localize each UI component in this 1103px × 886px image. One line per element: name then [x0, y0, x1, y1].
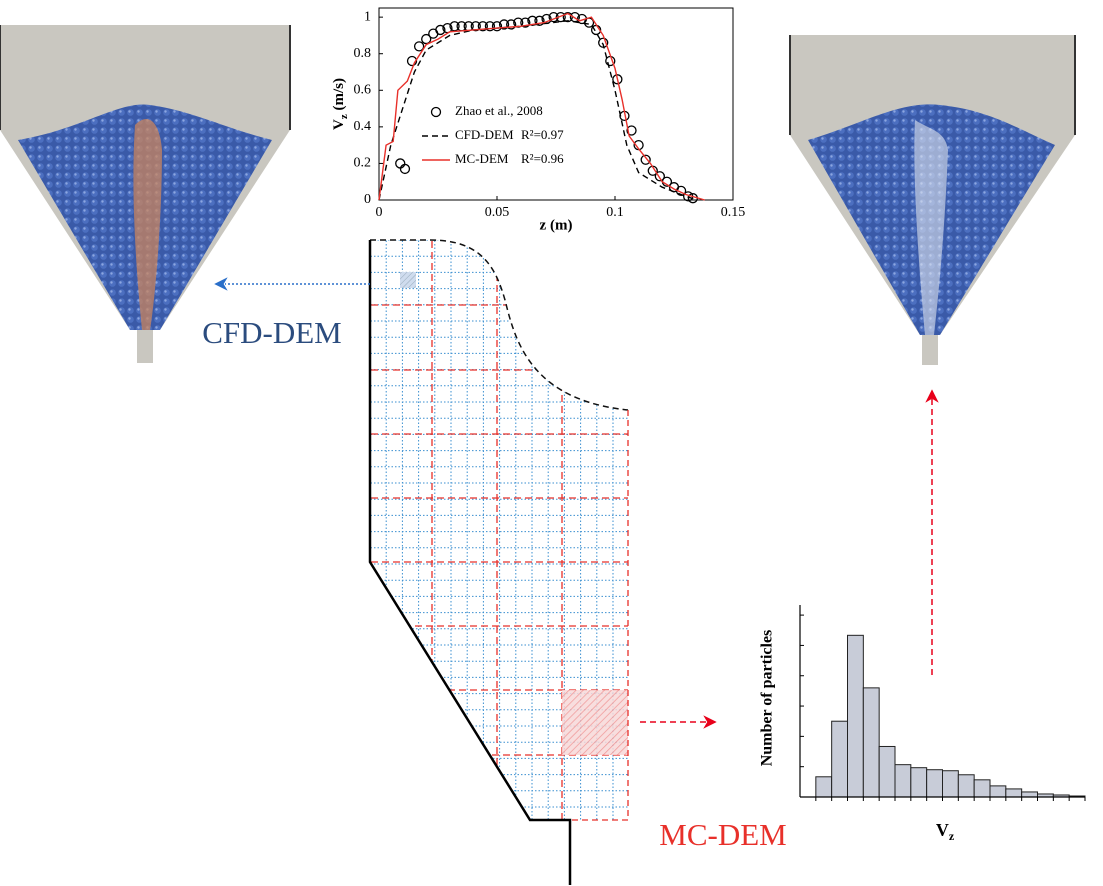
plot-frame	[378, 7, 734, 201]
data-point	[484, 21, 496, 32]
x-tick-label: 0.05	[485, 205, 510, 220]
histogram-bar	[926, 769, 944, 798]
data-point	[470, 21, 481, 32]
hopper-left	[0, 25, 291, 363]
y-tick-label: 1	[364, 9, 371, 24]
data-point	[534, 15, 545, 26]
data-point	[406, 55, 418, 67]
y-tick-label: 0.8	[354, 46, 372, 61]
histogram-bar	[831, 720, 849, 798]
mc-dem-label: MC-DEM	[659, 817, 786, 852]
data-point	[435, 24, 446, 36]
data-line	[378, 12, 705, 201]
legend-r2: R²=0.96	[521, 151, 564, 166]
histogram-bar	[957, 774, 975, 798]
legend-label: CFD-DEM	[455, 127, 514, 142]
text-part: (m/s)	[331, 78, 347, 114]
text-part: V	[936, 820, 949, 840]
data-point	[527, 15, 538, 26]
data-point	[399, 163, 411, 175]
legend-r2: R²=0.97	[521, 127, 564, 142]
histogram-bar	[910, 767, 928, 798]
legend-label: Zhao et al., 2008	[455, 103, 543, 118]
data-point	[555, 11, 566, 23]
y-tick-label: 0.4	[354, 119, 372, 134]
legend-symbol	[430, 106, 442, 118]
data-point	[612, 74, 623, 85]
x-tick-label: 0	[376, 205, 383, 220]
hopper-right	[789, 35, 1076, 365]
data-point	[421, 33, 432, 45]
data-point	[520, 17, 531, 28]
histogram-bar	[815, 776, 833, 798]
histogram-bar	[973, 779, 991, 798]
data-point	[498, 19, 510, 30]
legend-label: MC-DEM	[455, 151, 509, 166]
data-point	[640, 154, 651, 165]
y-tick-label: 0.2	[354, 156, 372, 171]
domain	[368, 239, 629, 885]
x-axis-label: Vz	[936, 820, 955, 843]
histogram-bar	[847, 634, 864, 798]
histogram-bar	[862, 687, 880, 798]
histogram-bar	[942, 770, 959, 798]
data-line	[378, 20, 698, 201]
data-point	[562, 11, 573, 23]
text-part: z	[338, 114, 350, 119]
histogram-bar	[894, 764, 912, 798]
x-tick-label: 0.1	[606, 205, 624, 220]
cfd-dem-label: CFD-DEM	[202, 315, 342, 350]
text-part: z	[949, 829, 955, 843]
data-point	[477, 21, 488, 32]
data-point	[654, 171, 665, 182]
x-axis-label: z (m)	[540, 217, 573, 233]
data-point	[491, 21, 503, 32]
histogram-bar	[989, 785, 1007, 798]
data-point	[626, 125, 637, 136]
histogram-bar	[1021, 791, 1039, 798]
x-tick-label: 0.15	[721, 205, 746, 220]
y-axis-label: Number of particles	[759, 630, 776, 767]
y-tick-label: 0.6	[354, 83, 372, 98]
data-point	[413, 41, 425, 52]
y-tick-label: 0	[364, 192, 371, 207]
histogram-bar	[878, 745, 896, 798]
histogram-bar	[1005, 788, 1023, 798]
text-part: V	[331, 119, 347, 130]
y-axis-label: Vz (m/s)	[331, 78, 349, 130]
data-point	[506, 19, 517, 30]
